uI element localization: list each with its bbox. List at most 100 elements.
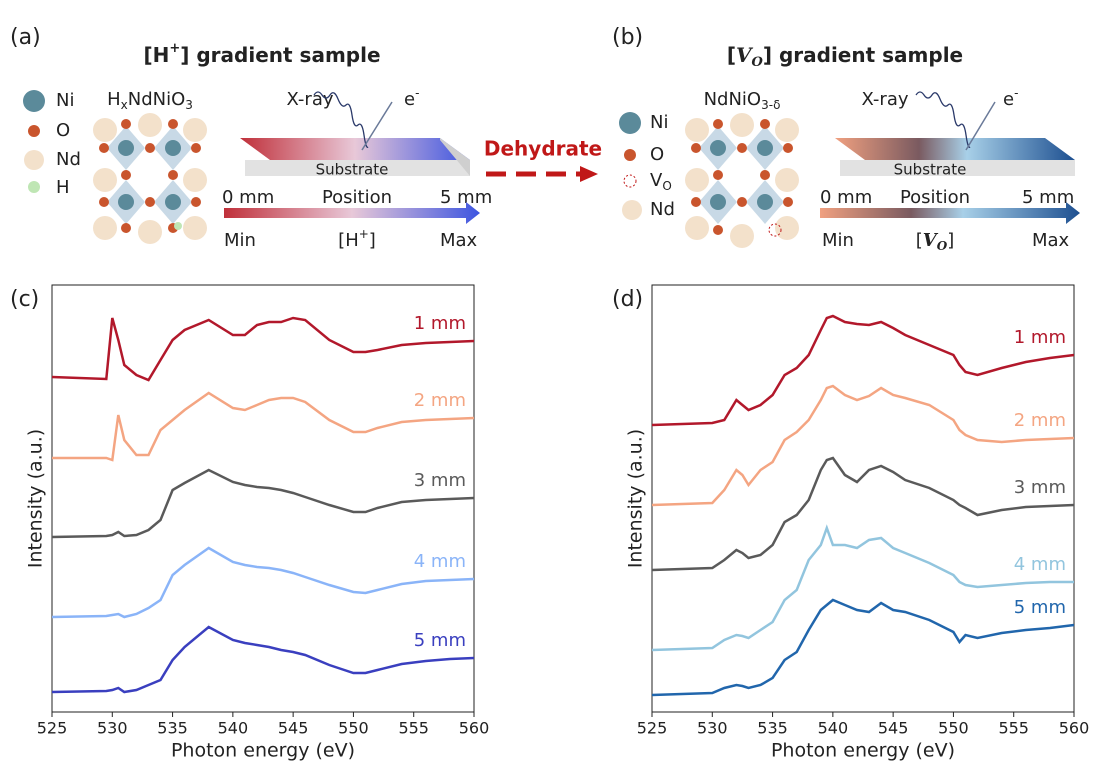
- min-label: Min: [822, 230, 854, 251]
- legend-ni: [619, 112, 641, 134]
- start-label: 0 mm: [820, 187, 872, 208]
- legend-label: VO: [650, 170, 672, 193]
- start-label: 0 mm: [222, 187, 274, 208]
- panel-label: (a): [10, 25, 41, 50]
- legend-label: O: [56, 120, 70, 141]
- x-tick-label: 560: [1059, 719, 1090, 738]
- spectrum-line: [51, 468, 475, 539]
- legend-label: Ni: [650, 112, 668, 133]
- legend-label: Nd: [650, 199, 675, 220]
- x-tick-label: 545: [878, 719, 909, 738]
- gradient-arrow: [820, 202, 1080, 224]
- series-label: 3 mm: [414, 470, 466, 491]
- series-label: 5 mm: [414, 630, 466, 651]
- panel-label: (b): [612, 25, 643, 50]
- x-tick-label: 530: [697, 719, 728, 738]
- x-tick-label: 525: [637, 719, 668, 738]
- quantity-label: [VO]: [916, 230, 954, 253]
- min-label: Min: [224, 230, 256, 251]
- position-label: Position: [322, 187, 392, 208]
- xray-label: X-ray: [861, 89, 908, 110]
- substrate: [245, 160, 470, 176]
- substrate: [840, 160, 1075, 176]
- max-label: Max: [440, 230, 478, 251]
- sample: [240, 138, 470, 160]
- plot-frame: [651, 284, 1075, 713]
- spectrum-line: [651, 598, 1075, 697]
- x-tick-label: 560: [459, 719, 490, 738]
- x-tick-label: 535: [157, 719, 188, 738]
- series-label: 4 mm: [414, 551, 466, 572]
- x-tick-label: 530: [97, 719, 128, 738]
- legend-label: Ni: [56, 90, 74, 111]
- panel-label: (c): [10, 287, 39, 312]
- panel-a: (a) [H+] gradient sample Ni O Nd H HxNdN…: [10, 25, 492, 251]
- formula: NdNiO3-δ: [704, 89, 781, 112]
- xray-wave: [915, 91, 971, 148]
- x-tick-label: 525: [37, 719, 68, 738]
- panel-title: [H+] gradient sample: [143, 41, 380, 67]
- spectrum-line: [651, 314, 1075, 427]
- spectrum-line: [651, 456, 1075, 572]
- spectrum-line: [52, 391, 475, 462]
- electron-label: e-: [404, 86, 419, 111]
- x-tick-label: 550: [938, 719, 969, 738]
- plot-frame: [51, 284, 475, 713]
- spectrum-line: [651, 524, 1074, 652]
- position-label: Position: [900, 187, 970, 208]
- spectrum-line: [51, 546, 475, 619]
- panel-title: [VO] gradient sample: [727, 43, 963, 70]
- x-tick-label: 555: [998, 719, 1029, 738]
- formula: HxNdNiO3: [107, 89, 193, 112]
- lattice: [93, 113, 207, 244]
- sample: [835, 138, 1075, 160]
- process-arrowhead: [580, 166, 598, 182]
- quantity-label: [H+]: [338, 227, 376, 252]
- electron-arrow: [361, 101, 393, 151]
- y-axis-label: Intensity (a.u.): [25, 429, 47, 568]
- legend-ni: [23, 90, 45, 112]
- end-label: 5 mm: [440, 187, 492, 208]
- x-axis-label: Photon energy (eV): [171, 740, 355, 762]
- substrate-side: [440, 138, 470, 176]
- series-label: 3 mm: [1014, 477, 1066, 498]
- legend-o: [624, 149, 636, 161]
- x-tick-label: 540: [218, 719, 249, 738]
- legend-nd: [24, 150, 44, 170]
- x-tick-label: 540: [818, 719, 849, 738]
- spectrum-line: [51, 625, 475, 694]
- legend-h: [28, 181, 40, 193]
- spectrum-line: [651, 384, 1075, 507]
- series-label: 2 mm: [1014, 410, 1066, 431]
- series-label: 4 mm: [1014, 554, 1066, 575]
- spectrum-line: [51, 316, 475, 382]
- substrate-label: Substrate: [316, 161, 389, 179]
- series-label: 5 mm: [1014, 597, 1066, 618]
- gradient-arrow: [224, 202, 480, 224]
- panel-label: (d): [612, 287, 643, 312]
- end-label: 5 mm: [1022, 187, 1074, 208]
- legend-label: H: [56, 177, 70, 198]
- x-tick-label: 550: [338, 719, 369, 738]
- series-label: 1 mm: [414, 313, 466, 334]
- x-tick-label: 535: [757, 719, 788, 738]
- legend-vacancy: [623, 174, 637, 188]
- legend-o: [28, 125, 40, 137]
- x-tick-label: 555: [398, 719, 429, 738]
- legend-label: O: [650, 144, 664, 165]
- xray-label: X-ray: [286, 89, 333, 110]
- substrate-label: Substrate: [894, 161, 967, 179]
- x-axis-label: Photon energy (eV): [771, 740, 955, 762]
- legend-nd: [622, 200, 642, 220]
- process-label: Dehydrate: [484, 137, 602, 161]
- series-label: 1 mm: [1014, 327, 1066, 348]
- y-axis-label: Intensity (a.u.): [625, 429, 647, 568]
- lattice: [685, 113, 799, 248]
- legend-label: Nd: [56, 149, 81, 170]
- x-tick-label: 545: [278, 719, 309, 738]
- electron-arrow: [965, 101, 996, 151]
- xray-wave: [313, 91, 369, 148]
- max-label: Max: [1032, 230, 1070, 251]
- electron-label: e-: [1003, 86, 1018, 111]
